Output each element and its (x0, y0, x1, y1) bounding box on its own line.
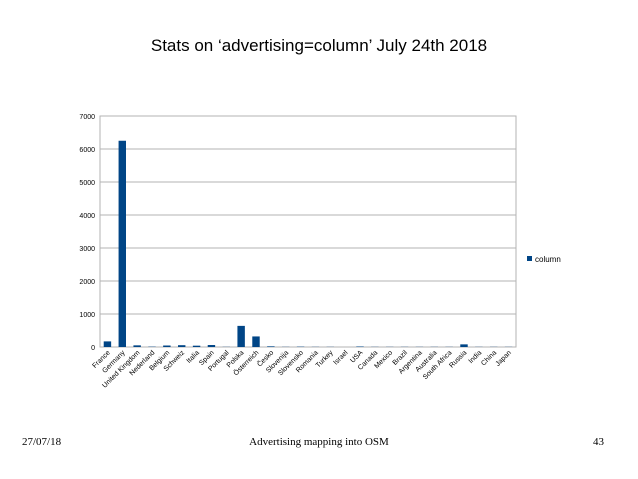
page-number: 43 (593, 436, 604, 448)
y-tick-label: 2000 (79, 279, 95, 286)
bars (103, 140, 513, 347)
x-tick-label: Israel (332, 349, 349, 366)
footer-caption: Advertising mapping into OSM (249, 436, 389, 448)
bar (460, 344, 468, 347)
y-tick-label: 1000 (79, 312, 95, 319)
footer-date: 27/07/18 (22, 436, 62, 448)
slide-title: Stats on ‘advertising=column’ July 24th … (150, 36, 488, 55)
bar (103, 341, 112, 347)
bar (237, 325, 245, 347)
bar (133, 345, 141, 347)
x-tick-label: Turkey (315, 349, 335, 369)
bar (252, 336, 260, 347)
y-tick-label: 7000 (79, 114, 95, 121)
plot-area (99, 115, 517, 348)
legend: column (527, 255, 561, 264)
bar (163, 345, 171, 347)
bar (178, 345, 186, 347)
gridlines (100, 115, 516, 348)
bar (118, 140, 126, 347)
y-tick-label: 0 (91, 345, 95, 352)
y-tick-label: 3000 (79, 246, 95, 253)
y-tick-label: 5000 (79, 180, 95, 187)
bar (267, 346, 275, 347)
y-tick-label: 6000 (79, 147, 95, 154)
legend-label: column (535, 255, 561, 264)
y-axis-ticks: 0 1000 2000 3000 4000 5000 6000 7000 (79, 114, 95, 352)
bar (207, 345, 216, 347)
legend-swatch (527, 256, 532, 261)
x-tick-label: Japan (495, 349, 514, 368)
bar (192, 345, 201, 347)
y-tick-label: 4000 (79, 213, 95, 220)
